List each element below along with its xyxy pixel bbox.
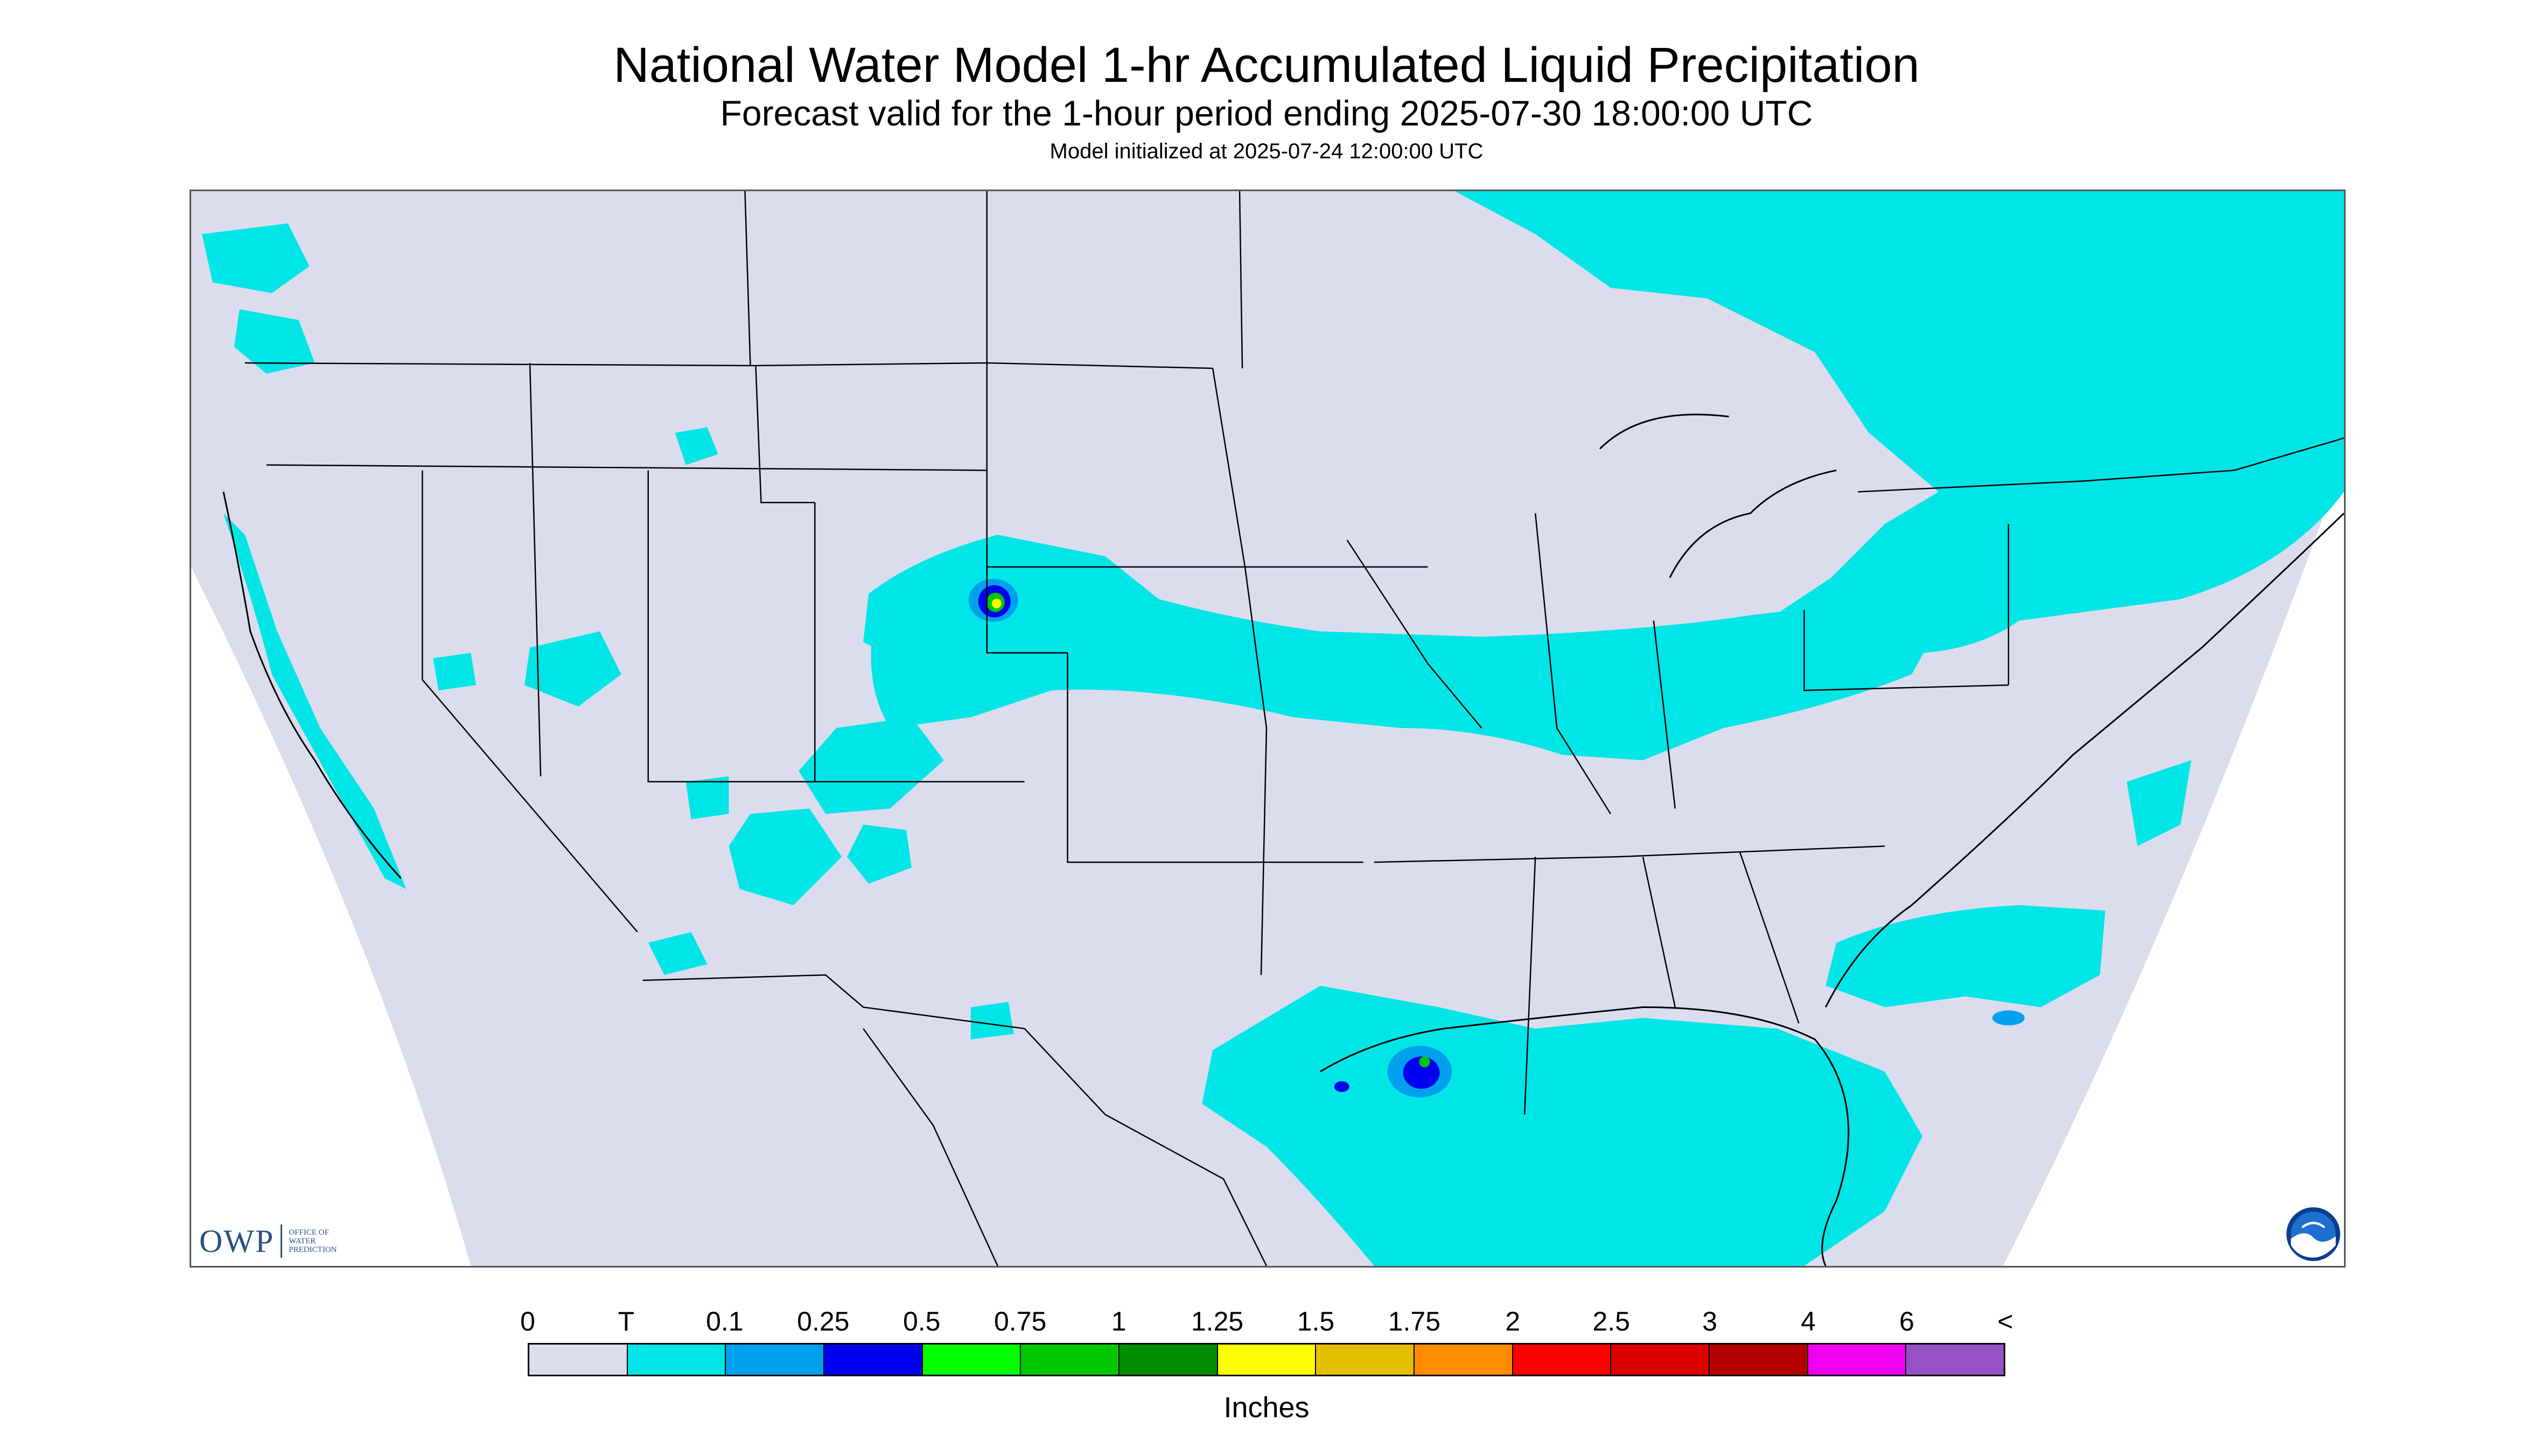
legend-tick-label: 6 (1899, 1306, 1914, 1336)
legend-swatch (1415, 1345, 1513, 1375)
owp-logo-text-line: Prediction (289, 1245, 337, 1254)
legend-swatch (1316, 1345, 1415, 1375)
legend-tick-label: 0.25 (797, 1306, 850, 1336)
precipitation-map (190, 190, 2346, 1268)
owp-logo-letters: OWP (199, 1223, 275, 1259)
noaa-logo (2286, 1207, 2340, 1261)
legend-tick-label: 0.75 (993, 1306, 1047, 1336)
legend-tick-label: 1 (1111, 1306, 1126, 1336)
legend-tick-label: T (618, 1306, 635, 1336)
legend-tick-label: 4 (1801, 1306, 1816, 1336)
legend-tick-label: 3 (1702, 1306, 1718, 1336)
legend-swatch (1021, 1345, 1120, 1375)
legend-tick-label: 1.5 (1297, 1306, 1335, 1336)
legend-swatch (1119, 1345, 1218, 1375)
owp-logo-text-line: Water (289, 1237, 316, 1245)
legend-swatch (1513, 1345, 1612, 1375)
chart-subtitle: Forecast valid for the 1-hour period end… (720, 93, 1813, 133)
legend-swatch (922, 1345, 1021, 1375)
legend-swatch (529, 1345, 628, 1375)
legend-swatch (1710, 1345, 1808, 1375)
legend-swatch (1611, 1345, 1710, 1375)
legend-swatch (1808, 1345, 1907, 1375)
legend-swatch (1217, 1345, 1317, 1375)
legend-tick-label: 0.5 (902, 1306, 941, 1336)
legend-colorbar (528, 1343, 2005, 1376)
legend-swatch (824, 1345, 923, 1375)
model-init-line: Model initialized at 2025-07-24 12:00:00… (1049, 139, 1484, 163)
legend-tick-label: < (1997, 1306, 2013, 1336)
legend-swatch (627, 1345, 726, 1375)
legend-tick-label: 2.5 (1592, 1306, 1631, 1336)
legend-tick-label: 0.1 (706, 1306, 744, 1336)
legend-tick-label: 1.75 (1388, 1306, 1441, 1336)
precip-cell-high-plains (968, 578, 1018, 622)
precip-trace-areas (201, 191, 2344, 1266)
legend-swatch (726, 1345, 825, 1375)
legend-units-label: Inches (1223, 1391, 1310, 1424)
owp-logo-text: Office of Water Prediction (289, 1228, 337, 1254)
precip-cell-atlantic (1992, 1010, 2025, 1026)
legend-labels: 0 T 0.1 0.25 0.5 0.75 1 1.25 1.5 1.75 2 2.5 3 4 6 < (520, 1305, 2013, 1343)
model-domain (191, 191, 2344, 1266)
legend-tick-label: 1.25 (1191, 1306, 1244, 1336)
precip-cell-gulf (1334, 1046, 1452, 1097)
owp-logo-text-line: Office of (289, 1228, 329, 1237)
legend-tick-label: 0 (520, 1306, 535, 1336)
legend-tick-label: 2 (1505, 1306, 1521, 1336)
chart-title: National Water Model 1-hr Accumulated Li… (613, 38, 1920, 93)
color-legend: 0 T 0.1 0.25 0.5 0.75 1 1.25 1.5 1.75 2 2.5 3 4 6 < Inc… (520, 1305, 2013, 1425)
coastlines (222, 414, 2344, 1266)
legend-swatch (1906, 1345, 2004, 1375)
owp-logo: OWP Office of Water Prediction (199, 1222, 337, 1260)
owp-logo-divider (281, 1224, 283, 1258)
state-boundaries (244, 191, 2344, 1266)
